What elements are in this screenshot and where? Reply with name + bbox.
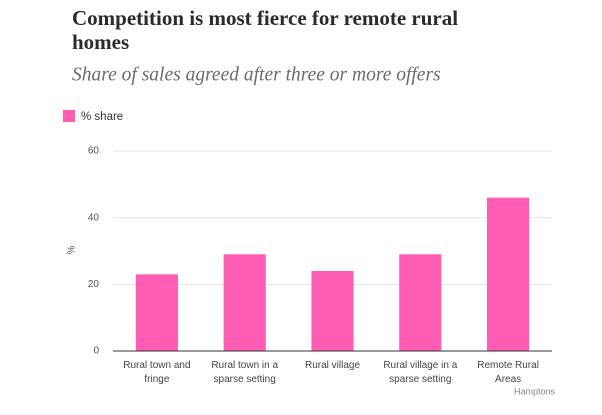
x-tick-label: Rural town and fringe <box>123 360 191 385</box>
y-tick-label: 20 <box>88 279 100 290</box>
x-tick-label: Rural village in a sparse setting <box>383 360 458 385</box>
y-tick-label: 0 <box>93 346 99 357</box>
bar <box>135 274 178 351</box>
x-tick-label: Remote Rural Areas <box>477 360 539 385</box>
bar <box>487 197 530 351</box>
bar <box>399 254 442 351</box>
legend-swatch <box>63 110 75 122</box>
x-tick-label: Rural village <box>304 360 361 371</box>
y-axis-label: % <box>67 245 78 254</box>
y-tick-label: 60 <box>88 146 100 157</box>
legend-label: % share <box>81 111 123 123</box>
x-tick-label: Rural town in a sparse setting <box>211 360 279 385</box>
bar <box>223 254 266 351</box>
chart-title: Competition is most fierce for remote ru… <box>72 6 458 54</box>
source: Hamptons <box>514 386 556 396</box>
y-tick-label: 40 <box>88 212 100 223</box>
chart-subtitle: Share of sales agreed after three or mor… <box>72 64 441 85</box>
bar <box>311 271 354 351</box>
